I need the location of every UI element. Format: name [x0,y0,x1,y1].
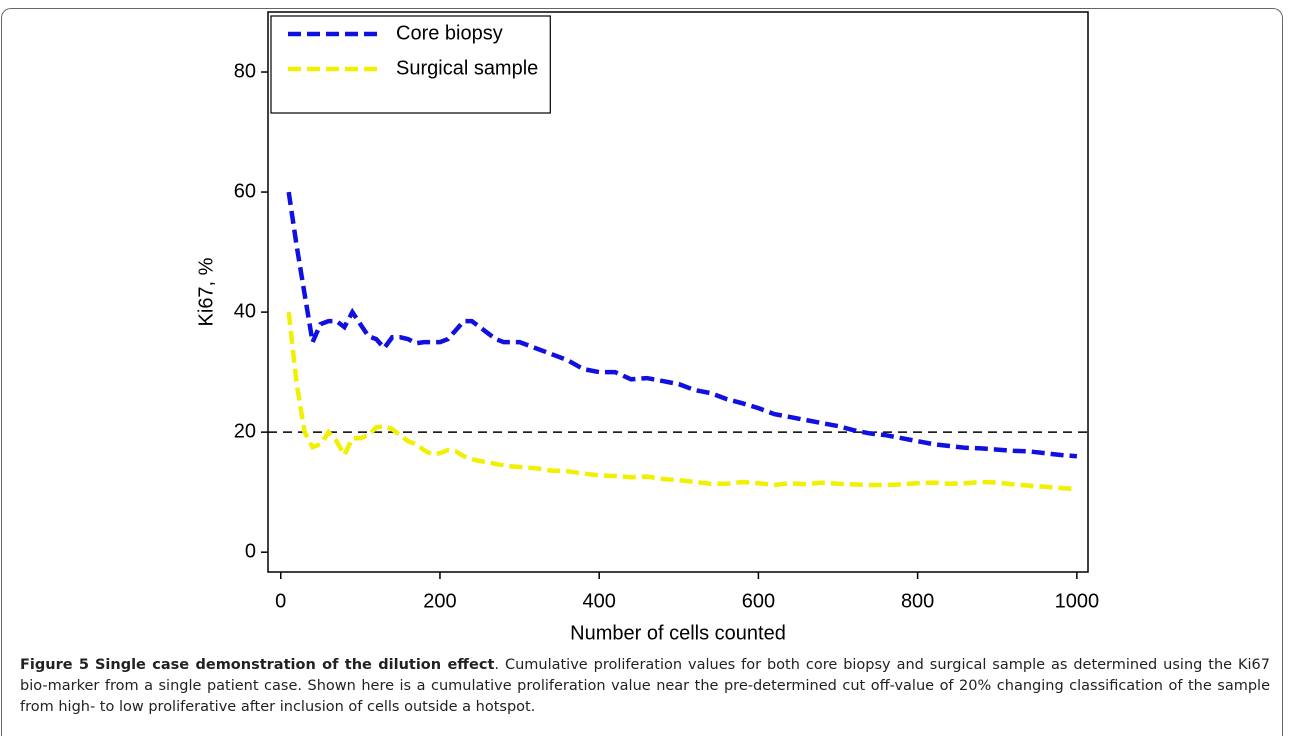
y-tick-label: 20 [234,420,256,442]
x-tick-label: 1000 [1055,590,1100,612]
x-tick-label: 0 [275,590,286,612]
plot-area [267,11,1089,573]
figure-frame [1,8,1283,736]
x-tick-label: 600 [742,590,775,612]
series-line [286,311,1078,492]
caption: Figure 5 Single case demonstration of th… [20,655,1270,718]
y-tick-label: 0 [245,540,256,562]
x-tick-label: 400 [582,590,615,612]
chart: Number of cells counted Ki67, % 0 20 40 60 8… [195,11,1100,644]
x-tick-label: 800 [901,590,934,612]
y-tick-label: 40 [234,300,256,322]
legend-label: Surgical sample [396,57,538,79]
y-tick-label: 60 [234,180,256,202]
series-line [286,191,1078,459]
y-axis-label: Ki67, % [195,257,217,326]
caption-label: Figure 5 [20,657,90,673]
x-axis-label: Number of cells counted [570,622,786,644]
caption-title: Single case demonstration of the dilutio… [94,657,495,673]
caption-text: . Cumulative proliferation values for bo… [20,657,1270,715]
legend-label: Core biopsy [396,22,503,44]
x-tick-label: 200 [423,590,456,612]
y-tick-label: 80 [234,60,256,82]
